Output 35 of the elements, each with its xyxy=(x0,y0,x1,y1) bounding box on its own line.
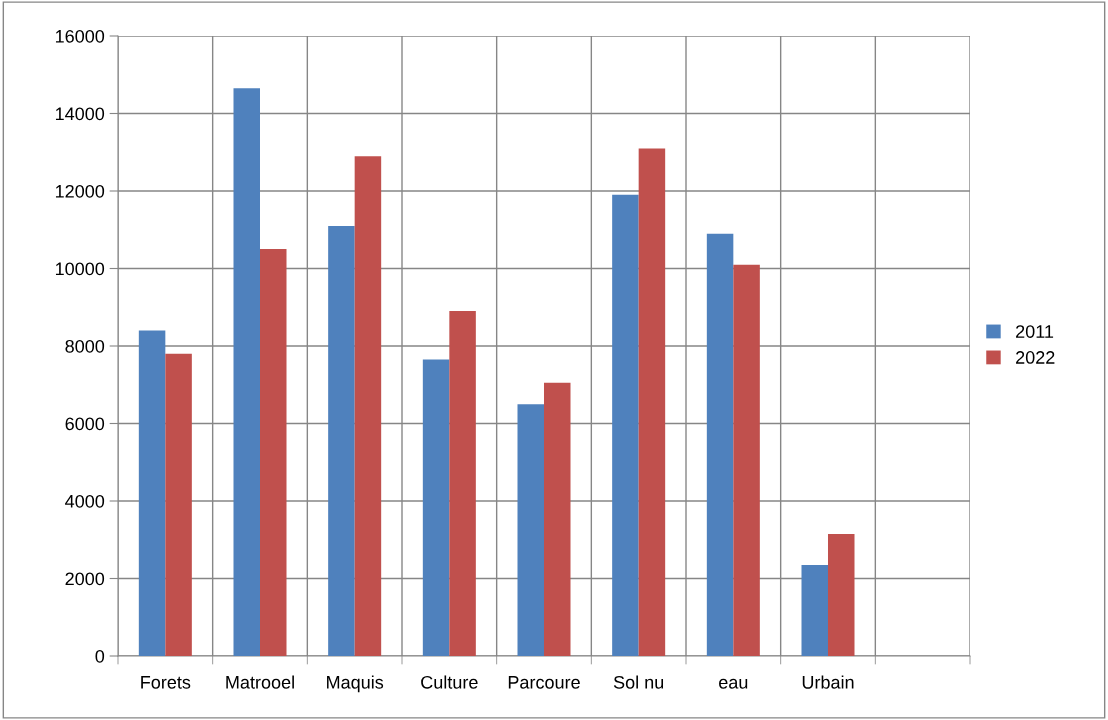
bar xyxy=(260,249,287,656)
bar xyxy=(612,194,639,656)
bar xyxy=(449,311,476,656)
bar xyxy=(354,156,382,656)
y-tick-label: 0 xyxy=(95,649,105,663)
bar xyxy=(138,330,166,656)
legend-label: 2011 xyxy=(1016,325,1054,338)
y-tick-label: 8000 xyxy=(65,339,105,353)
y-tick-label: 6000 xyxy=(65,417,105,431)
y-tick-label: 16000 xyxy=(55,29,105,43)
x-tick-label: Matrooel xyxy=(226,675,294,689)
bar xyxy=(638,148,666,656)
y-tick-label: 10000 xyxy=(55,262,105,276)
y-tick-label: 2000 xyxy=(65,572,105,586)
bar xyxy=(517,404,544,656)
legend-label: 2022 xyxy=(1016,351,1055,364)
bar xyxy=(706,233,734,656)
y-tick-label: 12000 xyxy=(55,184,105,198)
x-tick-label: Urbain xyxy=(802,675,854,689)
x-tick-label: Forets xyxy=(141,676,191,689)
bar xyxy=(165,353,192,656)
x-tick-label: Culture xyxy=(421,675,478,689)
bar xyxy=(801,564,828,656)
x-tick-label: Sol nu xyxy=(613,675,664,689)
y-tick-label: 4000 xyxy=(65,494,105,508)
bar xyxy=(233,88,260,656)
bar xyxy=(422,359,450,656)
bar xyxy=(828,533,855,656)
bar xyxy=(544,382,571,656)
x-tick-label: Parcoure xyxy=(508,676,580,689)
bar xyxy=(328,225,355,656)
x-tick-label: eau xyxy=(719,678,748,689)
y-tick-label: 14000 xyxy=(55,107,105,121)
x-tick-label: Maquis xyxy=(327,675,384,693)
bar xyxy=(733,264,760,656)
